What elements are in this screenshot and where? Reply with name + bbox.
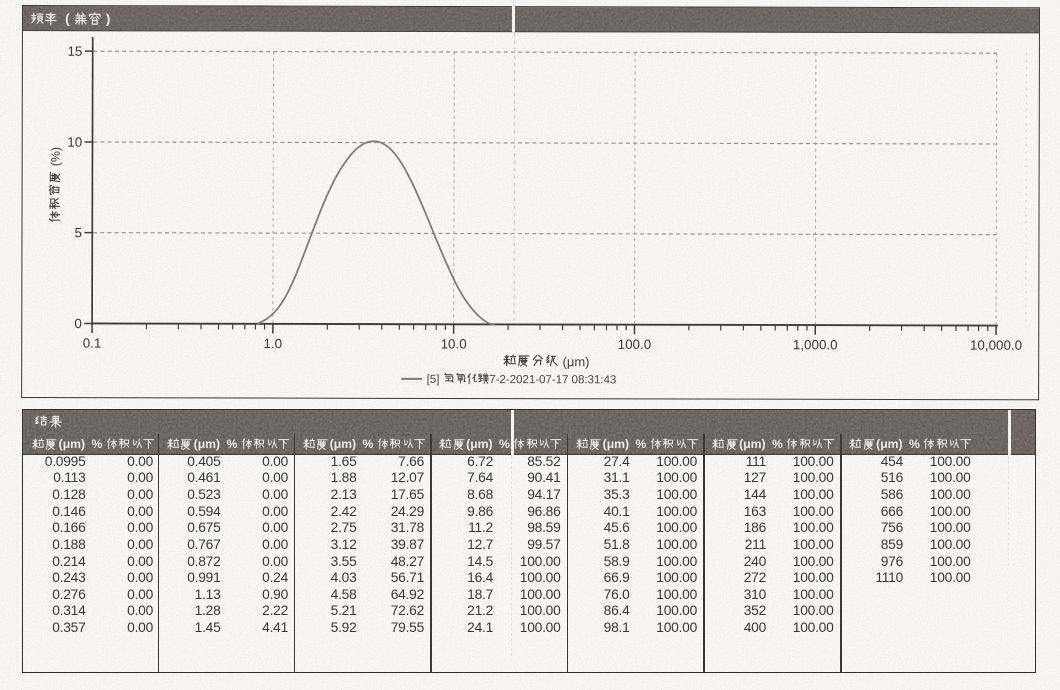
svg-text:1,000.0: 1,000.0	[792, 337, 837, 352]
svg-text:1.0: 1.0	[263, 336, 282, 351]
svg-text:0.1: 0.1	[82, 336, 101, 351]
svg-text:10.0: 10.0	[440, 336, 466, 351]
svg-text:100.0: 100.0	[617, 337, 651, 352]
svg-text:5: 5	[74, 225, 81, 240]
svg-text:10,000.0: 10,000.0	[969, 338, 1021, 353]
svg-text:0: 0	[74, 316, 81, 331]
svg-text:10: 10	[67, 135, 82, 150]
svg-text:15: 15	[67, 44, 82, 59]
